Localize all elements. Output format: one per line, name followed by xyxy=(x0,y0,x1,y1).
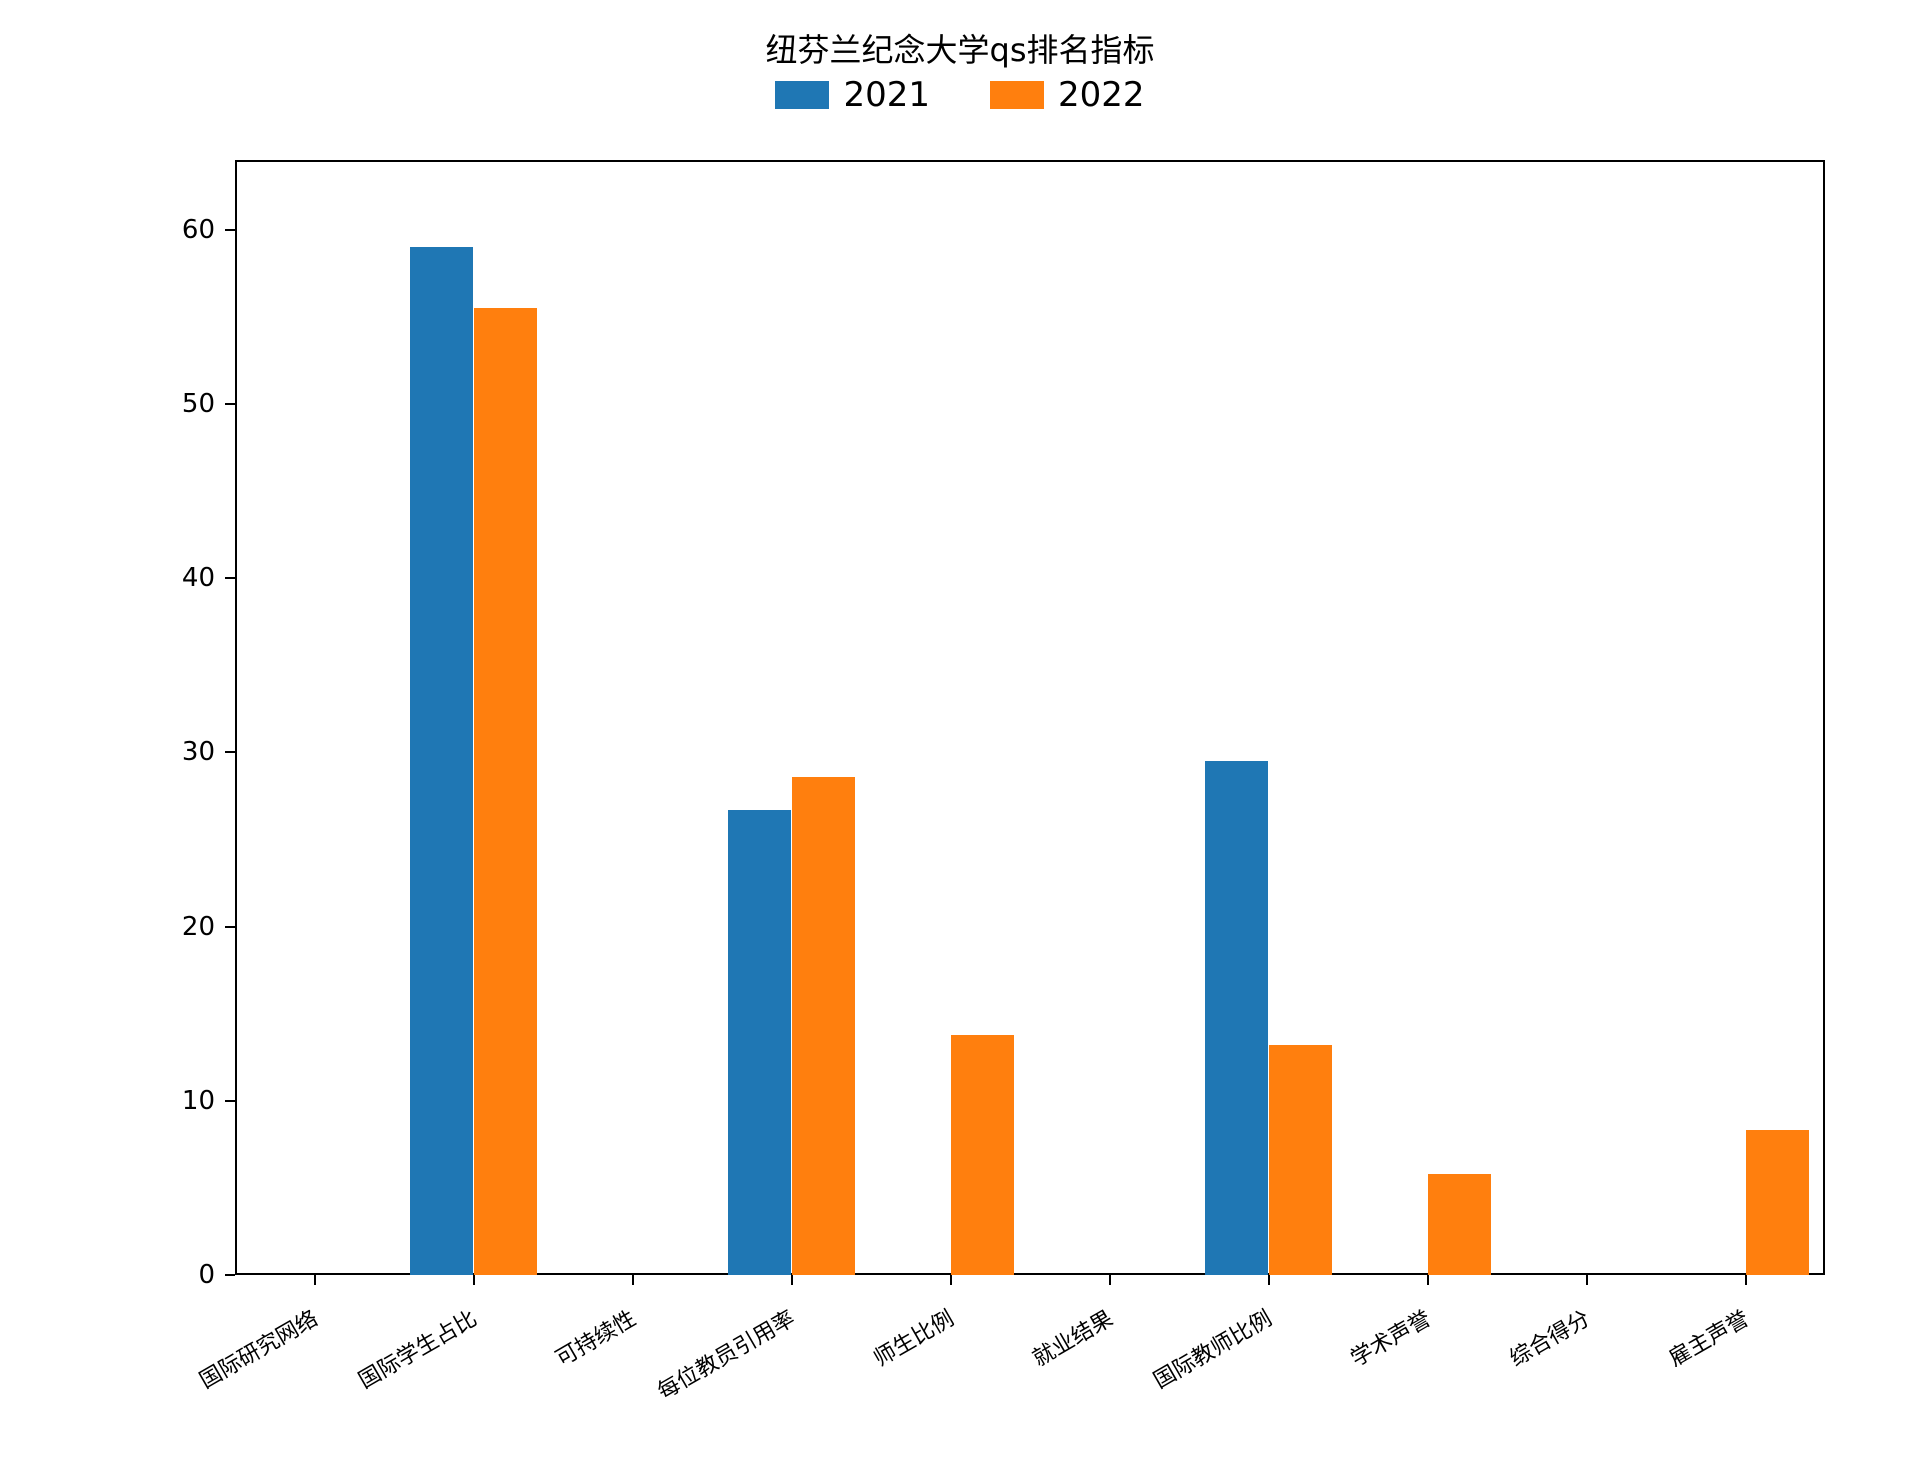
bar-2022-4 xyxy=(951,1035,1015,1275)
bars-layer xyxy=(0,0,1920,1440)
bar-2021-1 xyxy=(410,247,474,1275)
bar-2022-3 xyxy=(792,777,856,1275)
bar-2022-9 xyxy=(1746,1130,1810,1275)
bar-2022-7 xyxy=(1428,1174,1492,1275)
bar-2021-3 xyxy=(728,810,792,1275)
bar-2022-1 xyxy=(474,308,538,1275)
bar-2021-6 xyxy=(1205,761,1269,1275)
chart-container: 纽芬兰纪念大学qs排名指标 20212022 0102030405060 国际研… xyxy=(0,0,1920,1440)
bar-2022-6 xyxy=(1269,1045,1333,1275)
